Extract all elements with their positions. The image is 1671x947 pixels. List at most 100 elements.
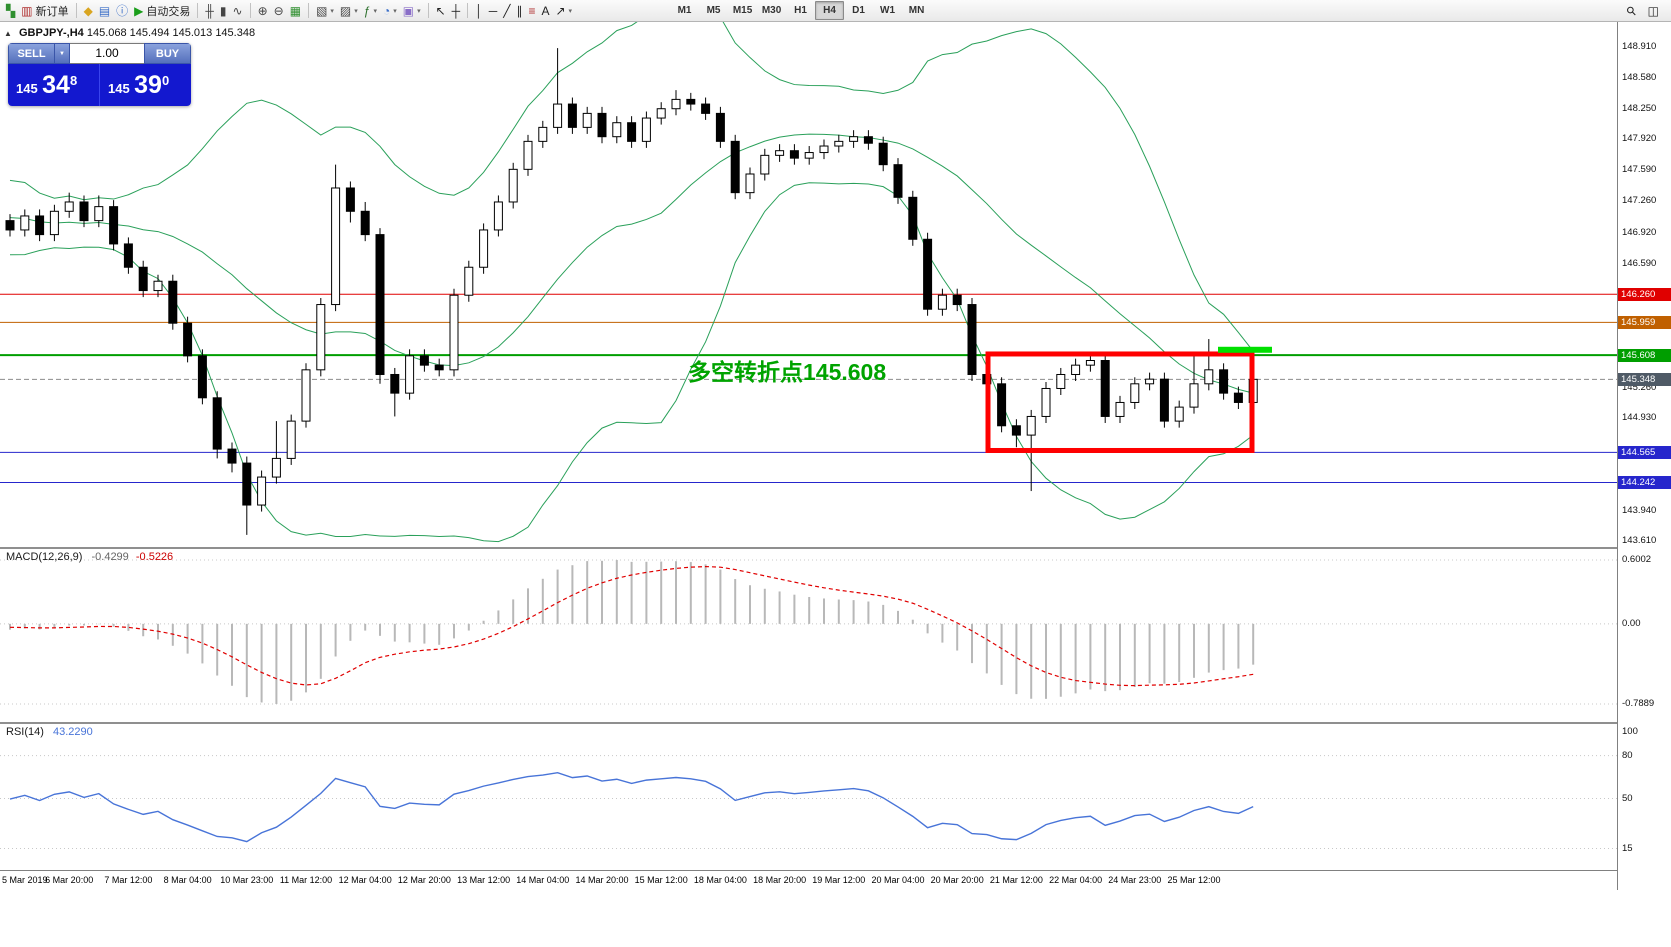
- timeframe-button-m1[interactable]: M1: [677, 5, 692, 16]
- new-chart-button[interactable]: ▧ ▾: [313, 2, 337, 20]
- candle-body: [997, 383, 1007, 427]
- candle-body: [1115, 401, 1125, 417]
- timeframe-button-h4[interactable]: H4: [815, 1, 845, 20]
- line-chart-button[interactable]: ∿: [230, 2, 246, 20]
- sell-price[interactable]: 145 348: [8, 64, 99, 106]
- chart-canvas[interactable]: [0, 0, 1617, 890]
- candle-body: [168, 280, 178, 324]
- terminal-icon[interactable]: ▚: [3, 2, 18, 20]
- price-tick-label: 0.00: [1622, 617, 1641, 629]
- profiles-button[interactable]: ▤: [96, 2, 113, 20]
- sell-button[interactable]: SELL: [8, 43, 55, 64]
- macd-panel: [0, 559, 1617, 705]
- autotrading-button[interactable]: ▶ 自动交易: [131, 2, 193, 20]
- tile-windows-button[interactable]: ▦: [287, 2, 304, 20]
- horizontal-line-button[interactable]: ─: [486, 2, 501, 20]
- dropdown-arrow-icon: ▾: [330, 7, 334, 15]
- chart-symbol-label: GBPJPY-,H4: [18, 27, 84, 39]
- candle-body: [20, 215, 30, 231]
- volume-dropdown-icon[interactable]: ▼: [55, 43, 70, 64]
- price-axis[interactable]: 148.910 148.580 148.250 147.920 147.590 147.2…: [1617, 22, 1671, 890]
- zoom-in-button[interactable]: ⊕: [255, 2, 271, 20]
- candle-body: [1071, 364, 1081, 375]
- time-tick-label: 25 Mar 12:00: [1167, 875, 1221, 885]
- toolbar-separator: [197, 3, 199, 18]
- toolbar-group: ▚ ▥ 新订单: [3, 2, 72, 20]
- zoom-out-button[interactable]: ⊖: [271, 2, 287, 20]
- candle-body: [138, 266, 148, 292]
- search-icon[interactable]: ⚲: [1623, 2, 1639, 20]
- time-tick-label: 14 Mar 20:00: [575, 875, 629, 885]
- timeframe-button-d1[interactable]: D1: [852, 5, 865, 16]
- arrows-button[interactable]: ↗ ▾: [552, 2, 575, 20]
- one-click-trading-panel: SELL ▼ 1.00 BUY 145 348 145 390: [8, 43, 191, 106]
- dropdown-arrow-icon: ▾: [568, 7, 573, 15]
- timeframe-button-w1[interactable]: W1: [880, 5, 896, 16]
- vertical-line-button[interactable]: │: [472, 2, 486, 20]
- candle-body: [242, 462, 252, 506]
- cursor-button[interactable]: ↖: [433, 2, 449, 20]
- zoom-in-icon: ⊕: [257, 3, 268, 18]
- dropdown-arrow-icon: ▾: [417, 7, 421, 15]
- candlesticks: [5, 48, 1258, 535]
- candle-body: [863, 136, 873, 144]
- toolbar-group: ▧ ▾ ▨ ▾ ƒ ▾ ◔ ▾ ▣ ▾: [313, 2, 424, 20]
- candle-body: [153, 280, 163, 292]
- time-axis[interactable]: 5 Mar 2019 6 Mar 20:00 7 Mar 12:00 8 Mar 04…: [0, 870, 1617, 891]
- timeframe-button-h1[interactable]: H1: [794, 5, 807, 16]
- buy-price[interactable]: 145 390: [99, 64, 190, 106]
- volume-input[interactable]: 1.00: [70, 43, 144, 64]
- candle-body: [553, 103, 563, 128]
- timeframe-button-m15[interactable]: M15: [732, 5, 753, 16]
- toolbar-separator: [467, 3, 469, 18]
- panel-separator[interactable]: [0, 547, 1617, 549]
- panel-separator[interactable]: [0, 722, 1617, 724]
- timeframe-button-m5[interactable]: M5: [706, 5, 721, 16]
- indicators-button[interactable]: ƒ ▾: [361, 2, 380, 20]
- price-tick-label: 144.930: [1622, 412, 1657, 424]
- crosshair-button[interactable]: ┼: [449, 2, 464, 20]
- candle-body: [952, 294, 962, 306]
- price-tick-label: 145.260: [1622, 381, 1657, 393]
- candle-body: [271, 457, 281, 478]
- time-tick-label: 21 Mar 12:00: [989, 875, 1043, 885]
- candle-body: [331, 187, 341, 306]
- chart-title: ▲ GBPJPY-,H4 145.068 145.494 145.013 145…: [4, 27, 255, 39]
- terminal-icon-icon: ▚: [6, 3, 16, 18]
- charts-menu-button[interactable]: ◆: [81, 2, 96, 20]
- timeframe-button-m30[interactable]: M30: [761, 5, 782, 16]
- price-tick-label: 100: [1622, 726, 1638, 737]
- candle-body: [804, 152, 814, 159]
- data-window-button[interactable]: ⓘ: [113, 2, 131, 20]
- new-chart-icon: ▧: [316, 3, 328, 18]
- candle-body: [1174, 406, 1184, 422]
- green-highlight-annotation: [1218, 346, 1272, 353]
- window-list-button[interactable]: ◫: [1645, 2, 1662, 20]
- toolbar-group: │ ─ ╱ ∥ ≡ A ↗ ▾: [472, 2, 575, 20]
- templates-button[interactable]: ▣ ▾: [400, 2, 424, 20]
- collapse-trade-panel-icon[interactable]: ▲: [4, 29, 12, 38]
- price-tick-label: 146.920: [1622, 226, 1657, 238]
- candle-body: [405, 355, 415, 394]
- timeframe-button-mn[interactable]: MN: [908, 5, 925, 16]
- candle-body: [597, 112, 607, 138]
- macd-title: MACD(12,26,9): [6, 551, 83, 563]
- tile-windows-icon: ▦: [289, 3, 302, 18]
- channel-button[interactable]: ∥: [513, 2, 525, 20]
- bar-chart-button[interactable]: ╫: [202, 2, 217, 20]
- trendline-button[interactable]: ╱: [500, 2, 513, 20]
- profiles-icon: ▤: [98, 3, 111, 18]
- buy-button[interactable]: BUY: [144, 43, 191, 64]
- candle-body: [701, 103, 711, 114]
- hline-price-badge: 144.565: [1618, 446, 1671, 459]
- chart-profiles-button[interactable]: ▨ ▾: [337, 2, 361, 20]
- periods-button[interactable]: ◔ ▾: [380, 2, 400, 20]
- fibonacci-button[interactable]: ≡: [525, 2, 538, 20]
- turning-point-annotation: 多空转折点145.608: [688, 359, 887, 385]
- chart-profiles-icon: ▨: [339, 3, 352, 18]
- candlestick-chart-button[interactable]: ▮: [217, 2, 230, 20]
- new-order-button[interactable]: ▥ 新订单: [18, 2, 71, 20]
- text-button[interactable]: A: [538, 2, 552, 20]
- sell-price-point: 8: [69, 73, 78, 88]
- main-toolbar: ▚ ▥ 新订单 ◆ ▤ ⓘ ▶ 自动交易 ╫ ▮ ∿ ⊕ ⊖ ▦ ▧ ▾ ▨ ▾ ƒ ▾ ◔ ▾ ▣ ▾ ↖ ┼ │ ─ ╱ ∥ ≡ A ↗ ▾ M…: [0, 0, 1671, 22]
